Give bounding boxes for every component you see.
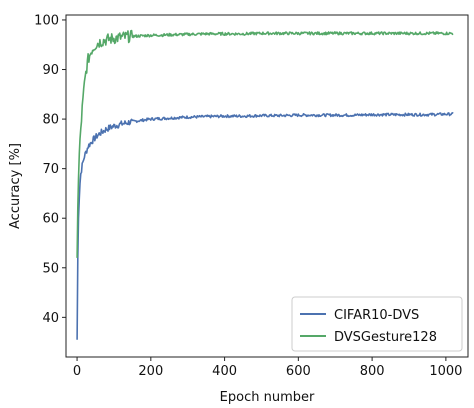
plot-frame: [65, 14, 469, 358]
x-tick-label: 800: [360, 364, 385, 379]
legend-box: [291, 296, 463, 352]
y-tick-label: 90: [42, 63, 59, 78]
x-tick-label: 600: [286, 364, 311, 379]
series-line: [76, 112, 454, 340]
y-tick-label: 70: [42, 162, 59, 177]
legend-label: DVSGesture128: [334, 330, 437, 345]
plot-area: [76, 29, 454, 340]
x-tick-label: 200: [138, 364, 163, 379]
y-axis: 40 50 60 70 80 90 100: [34, 13, 66, 326]
y-axis-title: Accuracy [%]: [8, 143, 23, 229]
y-tick-label: 80: [42, 113, 59, 128]
series-line: [76, 29, 454, 258]
y-tick-label: 40: [42, 311, 59, 326]
legend: CIFAR10-DVS DVSGesture128: [291, 296, 463, 352]
legend-label: CIFAR10-DVS: [334, 308, 419, 323]
x-tick-label: 400: [212, 364, 237, 379]
y-tick-label: 60: [42, 212, 59, 227]
x-tick-label: 1000: [429, 364, 462, 379]
x-tick-label: 0: [73, 364, 81, 379]
y-tick-label: 100: [34, 13, 59, 28]
y-tick-label: 50: [42, 261, 59, 276]
x-axis: 0 200 400 600 800 1000: [73, 357, 462, 379]
x-axis-title: Epoch number: [220, 390, 315, 405]
